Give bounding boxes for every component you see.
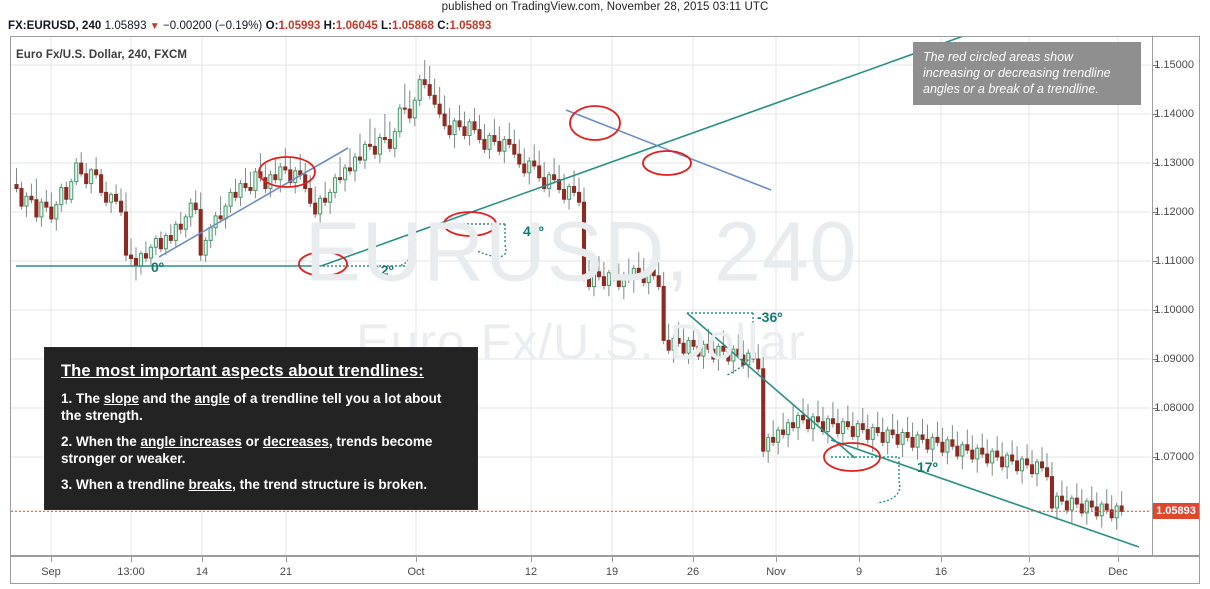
- low-value: 1.05868: [392, 20, 434, 32]
- change-value: −0.00200 (−0.19%): [163, 20, 263, 32]
- price-tick: [1153, 457, 1157, 458]
- time-tick-label: Dec: [1108, 566, 1128, 578]
- price-tick-label: 1.14000: [1154, 108, 1194, 120]
- price-tick-label: 1.12000: [1154, 206, 1194, 218]
- price-tick: [1153, 163, 1157, 164]
- time-tick: [1118, 557, 1119, 562]
- note-top-right: The red circled areas show increasing or…: [913, 42, 1141, 105]
- published-line: published on TradingView.com, November 2…: [441, 1, 769, 13]
- time-tick-label: 12: [524, 566, 538, 578]
- open-label: O:: [265, 20, 279, 32]
- price-tick-label: 1.07000: [1154, 451, 1194, 463]
- trendline-rising-12deg: [320, 37, 964, 267]
- last-price-value: 1.05893: [104, 20, 147, 32]
- time-tick-label: 14: [195, 566, 209, 578]
- trendlines: [16, 37, 1140, 548]
- angle-label: 17º: [917, 459, 938, 475]
- price-tick-label: 1.15000: [1154, 59, 1194, 71]
- time-tick: [941, 557, 942, 562]
- red-circle: [823, 442, 881, 472]
- trendline-falling-blue: [565, 109, 772, 191]
- open-value: 1.05993: [278, 20, 321, 32]
- red-circles: [258, 105, 881, 472]
- time-tick: [416, 557, 417, 562]
- time-axis[interactable]: Sep 13:00 14 21 Oct 12 19 26 Nov 9 16 23 Dec: [10, 556, 1200, 584]
- price-axis[interactable]: 1.15000 1.14000 1.13000 1.12000 1.11000 1.100…: [1152, 37, 1199, 555]
- price-tick-label: 1.08000: [1154, 402, 1194, 414]
- price-tick: [1153, 261, 1157, 262]
- quote-legend: FX:EURUSD, 240 1.05893 ▼ −0.00200 (−0.19…: [8, 20, 491, 32]
- time-tick: [612, 557, 613, 562]
- trendline-rising-41deg-blue: [158, 147, 349, 258]
- low-label: L:: [381, 20, 393, 32]
- trendline-falling-17deg: [830, 439, 1140, 548]
- chart-legend-title: Euro Fx/U.S. Dollar, 240, FXCM: [16, 49, 188, 61]
- time-tick-label: 26: [686, 566, 700, 578]
- note-main-heading: The most important aspects about trendli…: [61, 362, 424, 380]
- close-label: C:: [437, 20, 450, 32]
- down-arrow-icon: ▼: [149, 21, 160, 32]
- high-label: H:: [323, 20, 336, 32]
- symbol-label: FX:EURUSD, 240: [8, 20, 102, 32]
- red-circle: [298, 251, 348, 277]
- price-tick: [1153, 65, 1157, 66]
- note-main-items: 1. The slope and the angle of a trendlin…: [59, 390, 463, 493]
- time-tick: [693, 557, 694, 562]
- time-tick: [51, 557, 52, 562]
- time-tick-label: 21: [279, 566, 293, 578]
- price-tick: [1153, 114, 1157, 115]
- price-tick: [1153, 310, 1157, 311]
- note-main-box: The most important aspects about trendli…: [44, 347, 478, 510]
- time-tick-label: Nov: [766, 566, 786, 578]
- time-tick-label: 23: [1022, 566, 1036, 578]
- last-price-badge: 1.05893: [1153, 503, 1199, 520]
- price-tick-label: 1.10000: [1154, 304, 1194, 316]
- time-tick-label: 19: [605, 566, 619, 578]
- time-tick-label: 9: [855, 566, 863, 578]
- angle-label: 41º: [523, 223, 544, 239]
- time-tick-label: Oct: [407, 566, 425, 578]
- angle-label: 0º: [151, 259, 164, 275]
- angle-labels: 0º 12º 41º -36º 17º: [151, 223, 938, 475]
- time-tick: [531, 557, 532, 562]
- candlesticks: [14, 60, 1124, 530]
- red-circle: [258, 156, 316, 188]
- trendline-falling-36deg: [686, 312, 856, 459]
- angle-label: 12º: [373, 262, 394, 278]
- price-tick: [1153, 212, 1157, 213]
- note-main-item: 3. When a trendline breaks, the trend st…: [61, 477, 428, 492]
- red-circle: [642, 150, 692, 176]
- close-value: 1.05893: [449, 20, 492, 32]
- time-tick: [202, 557, 203, 562]
- note-main-item: 2. When the angle increases or decreases…: [61, 434, 433, 466]
- red-circle: [569, 105, 621, 141]
- note-main-item: 1. The slope and the angle of a trendlin…: [61, 391, 442, 423]
- angle-label: -36º: [757, 309, 782, 325]
- price-tick: [1153, 359, 1157, 360]
- price-tick-label: 1.11000: [1155, 255, 1194, 267]
- time-tick-label: 16: [934, 566, 948, 578]
- time-tick-label: Sep: [41, 566, 61, 578]
- price-tick-label: 1.09000: [1154, 353, 1194, 365]
- time-tick: [286, 557, 287, 562]
- time-tick: [131, 557, 132, 562]
- red-circle: [443, 211, 497, 237]
- time-tick: [776, 557, 777, 562]
- time-tick-label: 13:00: [117, 566, 145, 578]
- high-value: 1.06045: [335, 20, 378, 32]
- time-tick: [1029, 557, 1030, 562]
- price-tick-label: 1.13000: [1154, 157, 1194, 169]
- price-tick: [1153, 408, 1157, 409]
- time-tick: [859, 557, 860, 562]
